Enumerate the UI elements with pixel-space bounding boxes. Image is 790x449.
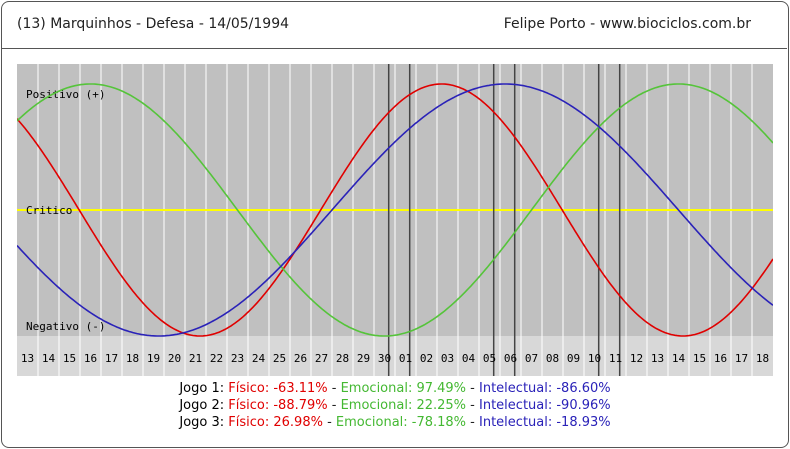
x-tick-label: 07 bbox=[525, 352, 538, 365]
x-tick-label: 08 bbox=[546, 352, 559, 365]
x-tick-label: 29 bbox=[357, 352, 370, 365]
x-tick-label: 09 bbox=[567, 352, 580, 365]
jogos-summary: Jogo 1: Físico: -63.11% - Emocional: 97.… bbox=[0, 380, 790, 431]
biorhythm-chart: Positivo (+) Critico Negativo (-) 13 14 15 16 1… bbox=[16, 64, 774, 376]
header-credit: Felipe Porto - www.biociclos.com.br bbox=[503, 16, 751, 32]
jogo-fisico: Físico: 26.98% bbox=[228, 415, 323, 430]
x-tick-label: 22 bbox=[210, 352, 223, 365]
x-tick-label: 16 bbox=[84, 352, 97, 365]
x-tick-label: 24 bbox=[252, 352, 266, 365]
x-tick-label: 17 bbox=[105, 352, 118, 365]
jogo-row: Jogo 2: Físico: -88.79% - Emocional: 22.… bbox=[0, 397, 790, 414]
x-tick-label: 23 bbox=[231, 352, 244, 365]
jogo-label: Jogo 1: bbox=[179, 381, 225, 396]
separator: - bbox=[466, 381, 480, 396]
x-tick-label: 15 bbox=[63, 352, 76, 365]
jogo-emocional: Emocional: 22.25% bbox=[340, 398, 467, 413]
x-tick-label: 03 bbox=[441, 352, 454, 365]
x-tick-label: 28 bbox=[336, 352, 349, 365]
jogo-label: Jogo 3: bbox=[179, 415, 225, 430]
x-tick-label: 20 bbox=[168, 352, 181, 365]
jogo-row: Jogo 3: Físico: 26.98% - Emocional: -78.… bbox=[0, 414, 790, 431]
x-tick-label: 27 bbox=[315, 352, 328, 365]
x-tick-label: 19 bbox=[147, 352, 160, 365]
jogo-intelectual: Intelectual: -18.93% bbox=[479, 415, 611, 430]
label-critico: Critico bbox=[26, 204, 72, 217]
x-tick-label: 06 bbox=[504, 352, 517, 365]
x-tick-label: 21 bbox=[189, 352, 202, 365]
x-tick-label: 11 bbox=[609, 352, 622, 365]
series-line-emocional bbox=[16, 83, 774, 337]
x-tick-label: 18 bbox=[756, 352, 769, 365]
jogo-label: Jogo 2: bbox=[179, 398, 225, 413]
jogo-emocional: Emocional: 97.49% bbox=[340, 381, 467, 396]
label-positivo: Positivo (+) bbox=[26, 88, 105, 101]
jogo-fisico: Físico: -63.11% bbox=[228, 381, 328, 396]
label-negativo: Negativo (-) bbox=[26, 320, 105, 333]
separator: - bbox=[466, 398, 480, 413]
x-tick-label: 05 bbox=[483, 352, 496, 365]
header: (13) Marquinhos - Defesa - 14/05/1994 Fe… bbox=[1, 1, 787, 49]
separator: - bbox=[322, 415, 336, 430]
x-tick-label: 14 bbox=[672, 352, 686, 365]
x-tick-label: 25 bbox=[273, 352, 286, 365]
x-tick-label: 14 bbox=[42, 352, 56, 365]
jogo-emocional: Emocional: -78.18% bbox=[335, 415, 467, 430]
separator: - bbox=[327, 381, 341, 396]
jogo-fisico: Físico: -88.79% bbox=[228, 398, 328, 413]
x-tick-label: 10 bbox=[588, 352, 601, 365]
separator: - bbox=[327, 398, 341, 413]
jogo-row: Jogo 1: Físico: -63.11% - Emocional: 97.… bbox=[0, 380, 790, 397]
x-tick-label: 12 bbox=[630, 352, 643, 365]
header-title: (13) Marquinhos - Defesa - 14/05/1994 bbox=[17, 16, 290, 32]
x-tick-label: 15 bbox=[693, 352, 706, 365]
x-tick-label: 18 bbox=[126, 352, 139, 365]
separator: - bbox=[466, 415, 480, 430]
x-tick-label: 04 bbox=[462, 352, 476, 365]
x-tick-label: 26 bbox=[294, 352, 307, 365]
x-tick-label: 02 bbox=[420, 352, 433, 365]
x-tick-label: 16 bbox=[714, 352, 727, 365]
x-tick-label: 30 bbox=[378, 352, 391, 365]
series-line-intelectual bbox=[16, 83, 774, 337]
jogo-intelectual: Intelectual: -86.60% bbox=[479, 381, 611, 396]
x-tick-label: 13 bbox=[651, 352, 664, 365]
x-tick-label: 13 bbox=[21, 352, 34, 365]
x-tick-label: 17 bbox=[735, 352, 748, 365]
jogo-intelectual: Intelectual: -90.96% bbox=[479, 398, 611, 413]
series-line-fisico bbox=[16, 83, 774, 337]
biorhythm-chart-svg: Positivo (+) Critico Negativo (-) 13 14 15 16 1… bbox=[16, 64, 774, 376]
x-tick-label: 01 bbox=[399, 352, 412, 365]
